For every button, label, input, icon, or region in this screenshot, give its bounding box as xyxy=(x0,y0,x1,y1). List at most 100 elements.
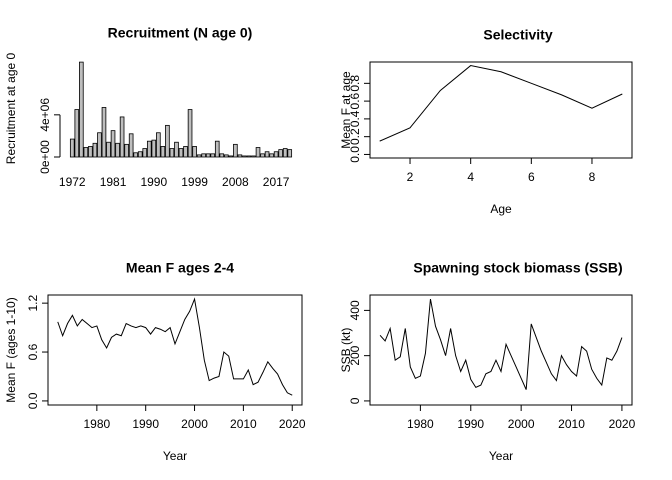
x-tick-label: 4 xyxy=(467,170,474,184)
x-tick-label: 1980 xyxy=(407,417,434,431)
bar xyxy=(187,109,193,158)
x-tick-label: 2017 xyxy=(263,175,290,189)
bar xyxy=(174,141,179,158)
bar xyxy=(142,148,148,158)
y-axis-label: Recruitment at age 0 xyxy=(4,52,18,164)
bar xyxy=(287,149,293,158)
bar xyxy=(278,149,283,158)
bar xyxy=(224,154,229,158)
bar xyxy=(233,143,238,158)
bar xyxy=(74,109,80,158)
y-tick-label: 0.0 xyxy=(348,146,362,163)
bar xyxy=(110,130,116,158)
x-axis-label: Year xyxy=(489,449,513,463)
plot-box xyxy=(369,294,633,406)
bar xyxy=(160,146,166,158)
x-tick-label: 1999 xyxy=(181,175,208,189)
bar xyxy=(119,116,125,158)
bar xyxy=(251,155,256,158)
bar xyxy=(124,143,129,158)
bar xyxy=(183,146,188,158)
x-tick-label: 2000 xyxy=(181,417,208,431)
panel-title: Selectivity xyxy=(483,27,552,43)
x-tick-label: 2010 xyxy=(558,417,585,431)
bar xyxy=(246,155,252,158)
x-tick-label: 2000 xyxy=(508,417,535,431)
bar xyxy=(137,151,143,158)
x-tick-label: 2020 xyxy=(609,417,636,431)
bar xyxy=(214,140,220,158)
bar xyxy=(228,155,234,158)
x-tick-label: 1981 xyxy=(100,175,127,189)
bar xyxy=(128,133,134,158)
bar xyxy=(106,141,111,158)
bar xyxy=(273,151,279,158)
bar xyxy=(101,107,107,158)
plot-box xyxy=(369,61,633,159)
y-tick-label: 1.2 xyxy=(26,294,40,311)
y-tick-label: 0.8 xyxy=(348,75,362,92)
y-tick-label: 0.4 xyxy=(348,110,362,127)
bar xyxy=(178,148,184,158)
panel-title: Spawning stock biomass (SSB) xyxy=(413,260,622,276)
y-tick-label: 4e+06 xyxy=(38,98,52,132)
x-tick-label: 1980 xyxy=(83,417,110,431)
bar xyxy=(115,142,120,158)
bar xyxy=(219,153,225,158)
plot-box xyxy=(47,294,303,406)
bar xyxy=(201,153,206,158)
panel-title: Recruitment (N age 0) xyxy=(108,25,253,41)
bar xyxy=(69,138,75,158)
bar xyxy=(97,132,102,158)
line xyxy=(379,65,623,142)
bar xyxy=(210,153,216,158)
x-axis-label: Age xyxy=(490,202,512,216)
y-tick-label: 0e+00 xyxy=(38,140,52,174)
y-tick-label: 0.2 xyxy=(348,128,362,145)
bar xyxy=(269,153,274,158)
panel-title: Mean F ages 2-4 xyxy=(126,260,234,276)
bar xyxy=(260,153,265,158)
y-axis-label: Mean F (ages 1-10) xyxy=(4,297,18,402)
bar xyxy=(83,147,89,158)
line xyxy=(57,297,293,396)
x-tick-label: 2008 xyxy=(222,175,249,189)
bar xyxy=(255,147,261,158)
bar xyxy=(237,154,243,158)
y-tick-label: 0.6 xyxy=(348,92,362,109)
bar xyxy=(146,140,152,158)
x-tick-label: 8 xyxy=(589,170,596,184)
bar xyxy=(151,139,157,158)
y-tick-label: 200 xyxy=(348,345,362,365)
x-tick-label: 1990 xyxy=(140,175,167,189)
bar xyxy=(264,151,270,158)
bar xyxy=(165,124,170,158)
x-tick-label: 2010 xyxy=(230,417,257,431)
bar xyxy=(92,142,98,158)
bar xyxy=(169,148,175,158)
bar xyxy=(133,152,138,158)
x-tick-label: 1972 xyxy=(59,175,86,189)
bar xyxy=(192,146,197,158)
x-axis-label: Year xyxy=(163,449,187,463)
x-tick-label: 2 xyxy=(407,170,414,184)
x-tick-label: 1990 xyxy=(132,417,159,431)
y-tick-label: 0.0 xyxy=(26,392,40,409)
bar xyxy=(205,153,211,158)
bar xyxy=(79,61,84,158)
y-tick-label: 0 xyxy=(348,397,362,404)
y-axis-label: SSB (kt) xyxy=(339,328,353,373)
x-tick-label: 1990 xyxy=(457,417,484,431)
y-tick-label: 400 xyxy=(348,300,362,320)
bar xyxy=(156,132,161,158)
bar xyxy=(242,155,247,158)
bar xyxy=(282,148,288,158)
line xyxy=(379,298,623,390)
x-tick-label: 6 xyxy=(528,170,535,184)
y-tick-label: 0.6 xyxy=(26,343,40,360)
bar xyxy=(88,146,93,158)
bar xyxy=(196,154,202,158)
x-tick-label: 2020 xyxy=(279,417,306,431)
y-axis-label: Mean F at age xyxy=(339,71,353,149)
